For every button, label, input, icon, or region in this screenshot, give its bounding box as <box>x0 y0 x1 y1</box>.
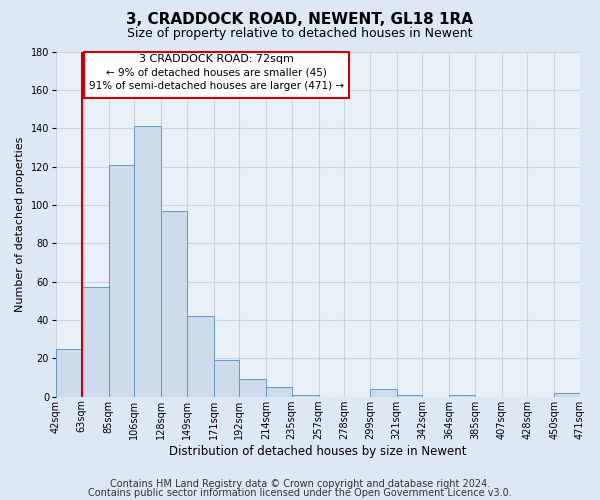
Bar <box>109 164 134 396</box>
Bar <box>187 316 214 396</box>
Bar <box>397 394 422 396</box>
Text: Size of property relative to detached houses in Newent: Size of property relative to detached ho… <box>127 28 473 40</box>
X-axis label: Distribution of detached houses by size in Newent: Distribution of detached houses by size … <box>169 444 467 458</box>
Bar <box>554 393 580 396</box>
Text: Contains public sector information licensed under the Open Government Licence v3: Contains public sector information licen… <box>88 488 512 498</box>
Bar <box>56 348 82 397</box>
Bar <box>214 360 239 397</box>
Bar <box>161 210 187 396</box>
FancyBboxPatch shape <box>84 52 349 98</box>
Bar <box>266 387 292 396</box>
Text: 3 CRADDOCK ROAD: 72sqm: 3 CRADDOCK ROAD: 72sqm <box>139 54 294 64</box>
Bar <box>82 288 109 397</box>
Bar <box>449 394 475 396</box>
Text: 91% of semi-detached houses are larger (471) →: 91% of semi-detached houses are larger (… <box>89 81 344 91</box>
Text: 3, CRADDOCK ROAD, NEWENT, GL18 1RA: 3, CRADDOCK ROAD, NEWENT, GL18 1RA <box>127 12 473 28</box>
Bar <box>239 380 266 396</box>
Bar <box>134 126 161 396</box>
Text: ← 9% of detached houses are smaller (45): ← 9% of detached houses are smaller (45) <box>106 68 327 78</box>
Bar <box>370 389 397 396</box>
Y-axis label: Number of detached properties: Number of detached properties <box>15 136 25 312</box>
Bar <box>292 394 319 396</box>
Text: Contains HM Land Registry data © Crown copyright and database right 2024.: Contains HM Land Registry data © Crown c… <box>110 479 490 489</box>
